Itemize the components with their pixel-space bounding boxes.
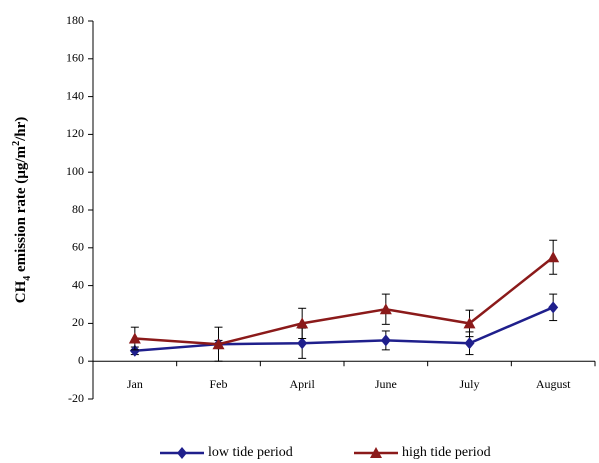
y-tick-label: 80 <box>72 202 84 216</box>
series-line <box>134 256 554 346</box>
series-line <box>134 306 554 353</box>
y-tick-label: -20 <box>68 391 84 405</box>
marker <box>212 338 225 350</box>
marker <box>177 447 187 459</box>
x-tick-label: August <box>536 377 571 391</box>
marker <box>128 332 141 344</box>
marker <box>129 344 140 357</box>
y-label-part: CH <box>13 280 29 303</box>
legend-label: low tide period <box>208 445 293 460</box>
y-label-part: 2 <box>11 141 22 146</box>
y-tick-label: 100 <box>66 164 84 178</box>
marker <box>370 447 382 458</box>
marker <box>379 303 392 315</box>
y-tick-label: 140 <box>66 88 84 102</box>
y-tick-label: 20 <box>72 315 84 329</box>
y-label-part: 4 <box>22 276 33 281</box>
legend-label: high tide period <box>402 445 491 460</box>
marker <box>463 317 476 329</box>
x-tick-label: June <box>375 377 397 391</box>
marker <box>297 337 308 350</box>
x-tick-label: April <box>289 377 315 391</box>
marker <box>464 337 475 350</box>
y-tick-label: 60 <box>72 240 84 254</box>
y-axis-label: CH4 emission rate (µg/m2/hr) <box>11 117 33 304</box>
x-tick-label: July <box>459 377 479 391</box>
y-label-part: /hr) <box>13 117 29 142</box>
y-tick-label: 0 <box>78 353 84 367</box>
marker <box>547 251 560 263</box>
y-tick-label: 120 <box>66 126 84 140</box>
y-tick-label: 40 <box>72 277 84 291</box>
y-tick-label: 160 <box>66 51 84 65</box>
y-tick-label: 180 <box>66 13 84 27</box>
marker <box>548 301 559 314</box>
y-label-part: emission rate (µg/m <box>13 145 29 275</box>
marker <box>380 334 391 347</box>
x-tick-label: Jan <box>127 377 143 391</box>
marker <box>296 317 309 329</box>
x-tick-label: Feb <box>210 377 228 391</box>
